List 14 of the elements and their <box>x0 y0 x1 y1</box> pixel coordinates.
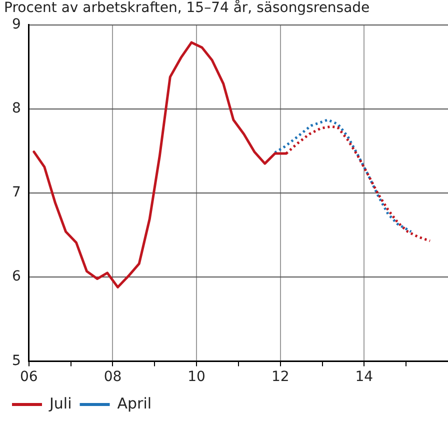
x-tick-label: 14 <box>355 369 374 386</box>
x-tick-label: 10 <box>188 369 206 386</box>
x-tick-label: 12 <box>271 369 290 386</box>
legend-label: Juli <box>48 394 72 412</box>
chart-title: Procent av arbetskraften, 15–74 år, säsongsrensade <box>4 0 370 16</box>
y-tick-label: 9 <box>12 16 21 32</box>
y-tick-label: 5 <box>12 352 21 369</box>
x-tick-label: 06 <box>20 369 38 386</box>
y-tick-label: 8 <box>12 100 21 117</box>
y-tick-label: 7 <box>12 184 21 201</box>
legend-label: April <box>117 394 152 412</box>
y-tick-label: 6 <box>12 268 21 285</box>
x-tick-label: 08 <box>104 369 122 386</box>
line-series <box>274 118 412 233</box>
